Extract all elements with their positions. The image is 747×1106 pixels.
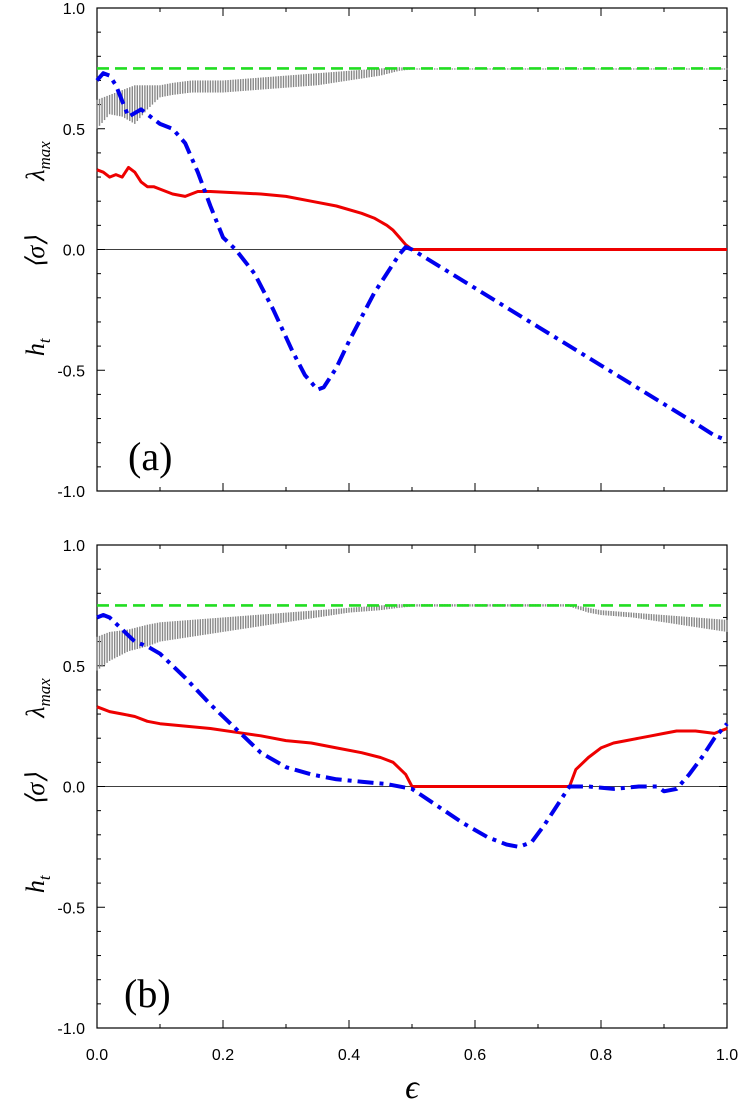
panel-label-b: (b) xyxy=(124,971,171,1016)
y-tick-label: 0.0 xyxy=(63,243,85,260)
blue-dashdot-line xyxy=(95,71,728,443)
ylabel-sigma-a: ⟨σ⟩ xyxy=(21,236,50,269)
blue-dashdot-line xyxy=(96,613,729,849)
ylabel-lambda-sub-b: max xyxy=(35,678,54,707)
ylabel-lambda-sub-a: max xyxy=(35,141,54,170)
x-tick-label: 0.8 xyxy=(590,1047,612,1064)
y-axis-title-a: ht ⟨σ⟩ λmax xyxy=(21,141,56,356)
y-axis-title-b: ht ⟨σ⟩ λmax xyxy=(21,678,56,893)
y-tick-label: -0.5 xyxy=(57,900,85,917)
x-axis-title: ϵ xyxy=(405,1069,420,1106)
ylabel-h-b: h xyxy=(21,880,50,893)
y-tick-label: -1.0 xyxy=(57,1021,85,1038)
y-tick-label: -1.0 xyxy=(57,484,85,501)
panel-label-a: (a) xyxy=(128,434,172,479)
ylabel-sigma-b: ⟨σ⟩ xyxy=(21,773,50,806)
panel-a: -1.0 -0.5 0.0 0.5 1.0 (a) ht ⟨σ⟩ λmax xyxy=(21,1,728,501)
ylabel-h-sub-b: t xyxy=(35,874,54,880)
gray-band-series xyxy=(96,604,728,671)
y-tick-label: 0.5 xyxy=(63,659,85,676)
gray-band-series xyxy=(96,67,728,129)
y-tick-label: 1.0 xyxy=(63,1,85,18)
svg-text:ht ⟨σ⟩ λmax: ht ⟨σ⟩ λmax xyxy=(21,141,56,356)
x-tick-label: 0.4 xyxy=(338,1047,360,1064)
y-tick-label: 0.5 xyxy=(63,122,85,139)
ylabel-lambda-b: λ xyxy=(21,707,50,719)
axis-ticks-a xyxy=(96,7,728,492)
plot-marks-b xyxy=(96,604,729,849)
y-tick-labels-b: -1.0 -0.5 0.0 0.5 1.0 xyxy=(57,538,85,1038)
x-tick-label: 1.0 xyxy=(716,1047,738,1064)
red-solid-line xyxy=(96,165,727,251)
ylabel-h-a: h xyxy=(21,343,50,356)
y-tick-labels-a: -1.0 -0.5 0.0 0.5 1.0 xyxy=(57,1,85,501)
x-tick-label: 0.0 xyxy=(86,1047,108,1064)
ylabel-lambda-a: λ xyxy=(21,170,50,182)
panel-b: -1.0 -0.5 0.0 0.5 1.0 0.0 0.2 0.4 0.6 0.8 1.0 (b)… xyxy=(21,538,738,1106)
ylabel-h-sub-a: t xyxy=(35,337,54,343)
x-tick-label: 0.6 xyxy=(464,1047,486,1064)
axis-ticks-b xyxy=(96,544,728,1029)
svg-text:ht ⟨σ⟩ λmax: ht ⟨σ⟩ λmax xyxy=(21,678,56,893)
x-tick-labels-b: 0.0 0.2 0.4 0.6 0.8 1.0 xyxy=(86,1047,738,1064)
y-tick-label: 1.0 xyxy=(63,538,85,555)
y-tick-label: 0.0 xyxy=(63,780,85,797)
red-solid-line xyxy=(96,705,728,788)
plot-marks-a xyxy=(95,67,728,443)
x-tick-label: 0.2 xyxy=(212,1047,234,1064)
y-tick-label: -0.5 xyxy=(57,363,85,380)
